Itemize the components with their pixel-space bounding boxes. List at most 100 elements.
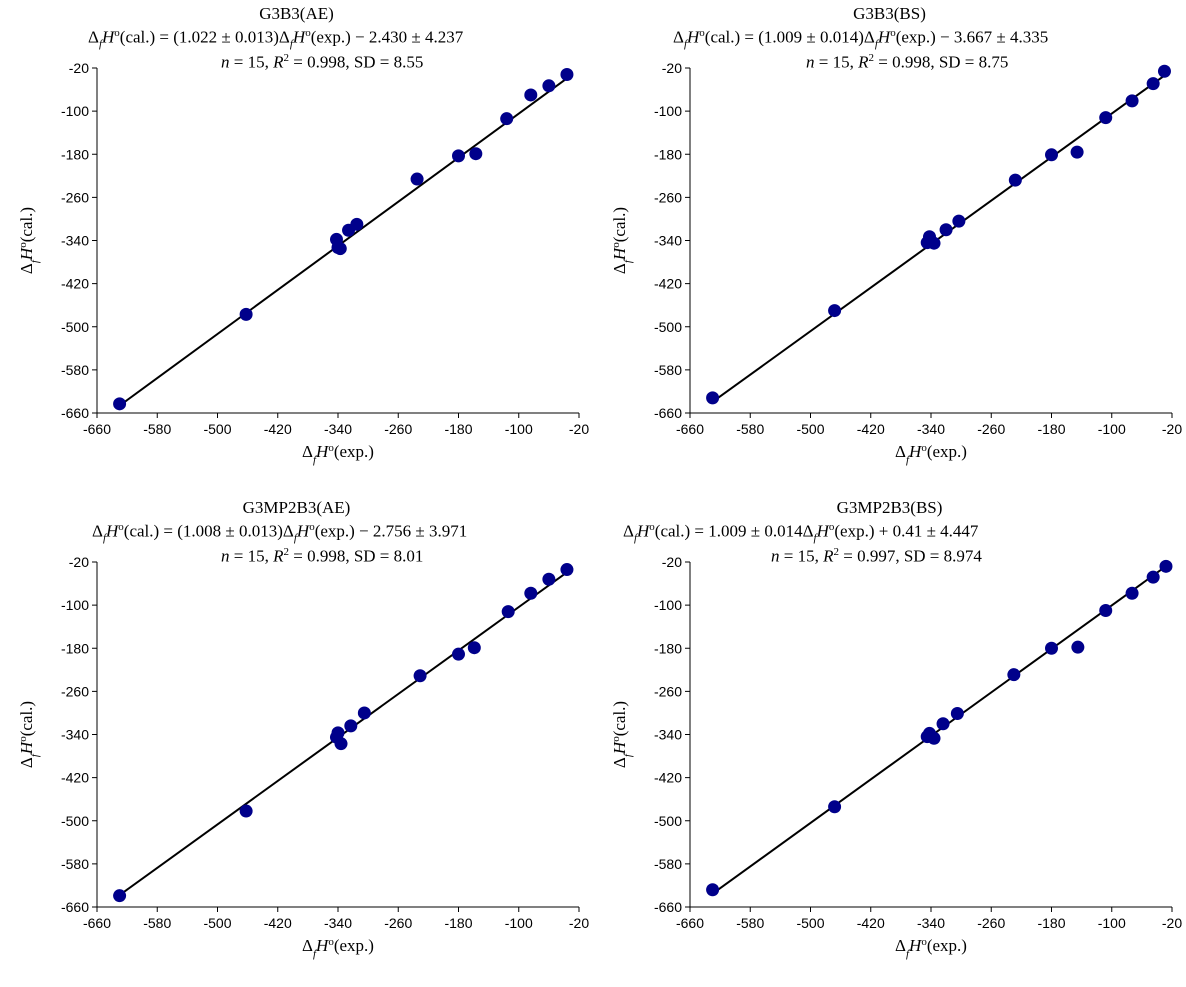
- y-tick-label: -100: [654, 103, 682, 119]
- data-point: [239, 804, 253, 818]
- data-point: [357, 706, 371, 720]
- data-point: [950, 706, 964, 720]
- data-point: [936, 717, 950, 731]
- y-tick-label: -500: [654, 813, 682, 829]
- data-point: [927, 236, 941, 250]
- data-point: [452, 647, 465, 661]
- data-point: [828, 304, 842, 318]
- data-point: [410, 172, 424, 186]
- x-tick-label: -340: [324, 915, 352, 931]
- x-tick-label: -420: [857, 421, 885, 437]
- scatter-panel: -20 -100 -180 -260 -340 -420 -500 -580 -660 -660 -…: [593, 494, 1186, 987]
- y-tick-label: -500: [61, 813, 89, 829]
- y-tick-label: -20: [662, 554, 682, 570]
- x-tick-label: -420: [264, 421, 292, 437]
- data-point: [952, 214, 966, 228]
- y-tick-label: -500: [61, 319, 89, 335]
- y-tick-label: -340: [654, 233, 682, 249]
- x-tick-label: -100: [1098, 421, 1126, 437]
- chart-title: G3MP2B3(AE): [242, 498, 351, 517]
- y-tick-label: -260: [61, 189, 89, 205]
- regression-stats: n = 15, R2 = 0.998, SD = 8.01: [221, 546, 424, 566]
- data-point: [344, 719, 358, 733]
- data-point: [334, 737, 348, 751]
- y-axis-label: ΔfHo(cal.): [17, 207, 41, 274]
- x-tick-label: -500: [796, 915, 824, 931]
- y-tick-label: -260: [61, 683, 89, 699]
- y-tick-label: -260: [654, 683, 682, 699]
- data-point: [1157, 64, 1171, 78]
- data-point: [1045, 148, 1058, 162]
- data-point: [500, 112, 514, 126]
- y-tick-label: -340: [61, 727, 89, 743]
- x-tick-label: -420: [857, 915, 885, 931]
- x-tick-label: -100: [505, 915, 533, 931]
- data-point: [1146, 77, 1160, 91]
- data-point: [542, 572, 556, 586]
- data-point: [467, 641, 481, 655]
- y-tick-label: -180: [654, 146, 682, 162]
- regression-equation: ΔfHo(cal.) = 1.009 ± 0.014ΔfHo(exp.) + 0…: [623, 521, 979, 545]
- y-tick-label: -420: [654, 276, 682, 292]
- x-axis-label: ΔfHo(exp.): [895, 936, 967, 960]
- x-axis-label: ΔfHo(exp.): [302, 936, 374, 960]
- x-axis-label: ΔfHo(exp.): [895, 442, 967, 466]
- data-point: [1099, 604, 1113, 618]
- data-point: [333, 242, 347, 256]
- x-tick-label: -500: [203, 915, 231, 931]
- y-tick-label: -180: [61, 146, 89, 162]
- regression-equation: ΔfHo(cal.) = (1.008 ± 0.013)ΔfHo(exp.) −…: [92, 521, 468, 545]
- y-axis-label: ΔfHo(cal.): [610, 207, 634, 274]
- data-point: [1146, 570, 1160, 584]
- y-tick-label: -340: [61, 233, 89, 249]
- data-point: [524, 88, 538, 102]
- y-tick-label: -580: [654, 856, 682, 872]
- data-point: [452, 149, 465, 163]
- y-tick-label: -580: [61, 856, 89, 872]
- data-point: [706, 391, 720, 405]
- y-axis-label: ΔfHo(cal.): [610, 701, 634, 768]
- x-tick-label: -580: [143, 421, 171, 437]
- data-point: [113, 397, 127, 411]
- data-point: [927, 731, 941, 745]
- x-tick-label: -500: [203, 421, 231, 437]
- chart-title: G3MP2B3(BS): [836, 498, 943, 517]
- chart-title: G3B3(AE): [259, 4, 334, 23]
- y-tick-label: -500: [654, 319, 682, 335]
- y-axis-label: ΔfHo(cal.): [17, 701, 41, 768]
- x-tick-label: -180: [1037, 421, 1065, 437]
- data-point: [1099, 111, 1113, 125]
- y-tick-label: -580: [61, 362, 89, 378]
- x-tick-label: -180: [1037, 915, 1065, 931]
- regression-stats: n = 15, R2 = 0.998, SD = 8.55: [221, 52, 424, 72]
- x-tick-label: -20: [1162, 915, 1182, 931]
- data-point: [331, 726, 345, 740]
- scatter-panel: -20 -100 -180 -260 -340 -420 -500 -580 -660 -660 -…: [0, 0, 593, 493]
- data-point: [524, 586, 538, 600]
- chart-title: G3B3(BS): [853, 4, 926, 23]
- x-tick-label: -660: [676, 915, 704, 931]
- y-tick-label: -100: [61, 103, 89, 119]
- x-tick-label: -420: [264, 915, 292, 931]
- x-tick-label: -660: [83, 915, 111, 931]
- y-tick-label: -20: [69, 554, 89, 570]
- x-axis-label: ΔfHo(exp.): [302, 442, 374, 466]
- data-point: [1125, 94, 1139, 108]
- data-point: [1070, 145, 1084, 159]
- data-point: [501, 605, 515, 619]
- y-tick-label: -420: [61, 770, 89, 786]
- x-tick-label: -260: [384, 915, 412, 931]
- data-point: [939, 223, 953, 237]
- y-tick-label: -180: [654, 640, 682, 656]
- x-tick-label: -660: [83, 421, 111, 437]
- x-tick-label: -260: [384, 421, 412, 437]
- x-tick-label: -100: [1098, 915, 1126, 931]
- y-tick-label: -20: [69, 60, 89, 76]
- data-point: [1159, 559, 1173, 573]
- y-tick-label: -660: [654, 899, 682, 915]
- x-tick-label: -580: [736, 915, 764, 931]
- data-point: [469, 147, 483, 161]
- y-tick-label: -660: [61, 899, 89, 915]
- regression-line: [712, 565, 1167, 895]
- x-tick-label: -580: [736, 421, 764, 437]
